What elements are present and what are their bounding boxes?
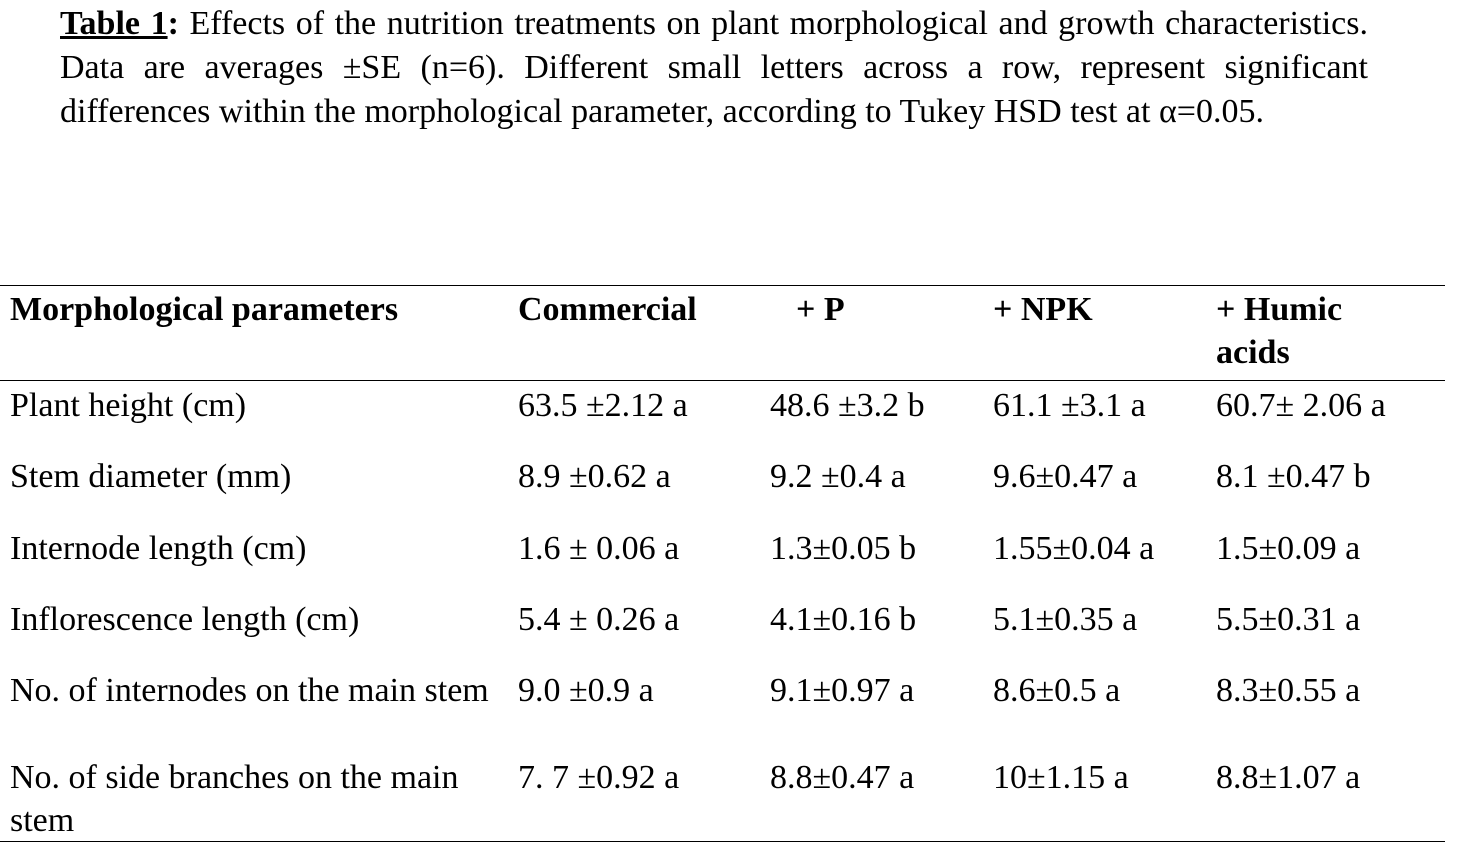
header-cell: + P (796, 291, 845, 328)
header-rule (0, 380, 1445, 381)
row-label: No. of side branches on the main stem (10, 759, 459, 839)
data-cell: 1.3±0.05 b (770, 530, 917, 567)
data-cell: 7. 7 ±0.92 a (518, 759, 680, 796)
header-cell: Morphological parameters (10, 291, 399, 328)
row-label: No. of internodes on the main stem (10, 672, 489, 709)
row-label: Stem diameter (mm) (10, 458, 292, 495)
data-cell: 9.1±0.97 a (770, 672, 915, 709)
caption-text: Effects of the nutrition treatments on p… (60, 5, 1369, 130)
data-cell: 60.7± 2.06 a (1216, 387, 1386, 424)
top-rule (0, 285, 1445, 286)
data-cell: 61.1 ±3.1 a (993, 387, 1146, 424)
caption-label: Table 1 (60, 5, 168, 42)
data-cell: 9.2 ±0.4 a (770, 458, 906, 495)
row-label: Plant height (cm) (10, 387, 247, 424)
data-cell: 8.6±0.5 a (993, 672, 1121, 709)
data-cell: 1.5±0.09 a (1216, 530, 1361, 567)
data-cell: 8.8±0.47 a (770, 759, 915, 796)
header-cell: + Humic acids (1216, 291, 1343, 371)
header-cell: Commercial (518, 291, 697, 328)
data-cell: 5.1±0.35 a (993, 601, 1138, 638)
data-cell: 9.6±0.47 a (993, 458, 1138, 495)
data-cell: 8.1 ±0.47 b (1216, 458, 1371, 495)
data-cell: 48.6 ±3.2 b (770, 387, 925, 424)
data-cell: 5.4 ± 0.26 a (518, 601, 680, 638)
data-cell: 10±1.15 a (993, 759, 1129, 796)
row-label: Internode length (cm) (10, 530, 307, 567)
data-cell: 5.5±0.31 a (1216, 601, 1361, 638)
data-cell: 1.55±0.04 a (993, 530, 1155, 567)
data-cell: 4.1±0.16 b (770, 601, 917, 638)
row-label: Inflorescence length (cm) (10, 601, 360, 638)
data-cell: 8.8±1.07 a (1216, 759, 1361, 796)
data-cell: 8.9 ±0.62 a (518, 458, 671, 495)
data-cell: 8.3±0.55 a (1216, 672, 1361, 709)
data-cell: 9.0 ±0.9 a (518, 672, 654, 709)
header-cell: + NPK (993, 291, 1093, 328)
data-cell: 1.6 ± 0.06 a (518, 530, 680, 567)
caption: Table 1: Effects of the nutrition treatm… (60, 2, 1368, 134)
caption-separator: : (167, 5, 179, 42)
bottom-rule (0, 841, 1445, 842)
data-cell: 63.5 ±2.12 a (518, 387, 688, 424)
